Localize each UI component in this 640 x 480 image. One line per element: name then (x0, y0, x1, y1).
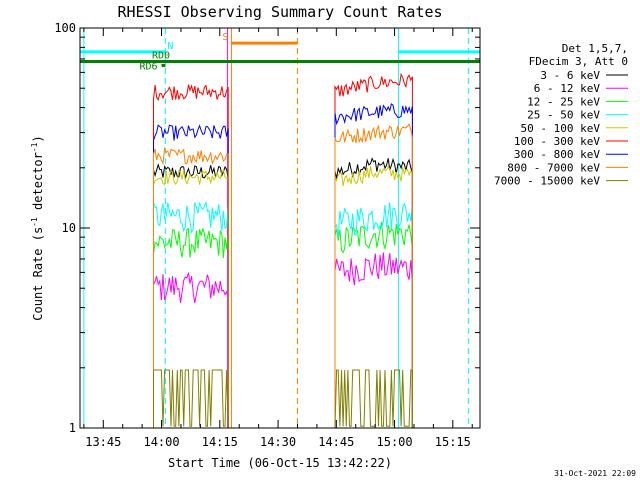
x-tick-label-2: 14:15 (202, 435, 238, 449)
series-segment-1 (153, 272, 229, 428)
x-axis-label: Start Time (06-Oct-15 13:42:22) (168, 456, 392, 470)
x-tick-label-1: 14:00 (143, 435, 179, 449)
series-segment-1 (153, 200, 229, 428)
y-label-sup-2: -1 (30, 142, 39, 152)
series-segment-1 (153, 369, 229, 428)
series-segment-2 (334, 202, 413, 428)
legend-label-7: 800 - 7000 keV (507, 161, 600, 174)
flag-label-rd0: RD0 (152, 50, 170, 61)
x-tick-label-0: 13:45 (85, 435, 121, 449)
legend-label-8: 7000 - 15000 keV (494, 175, 600, 188)
legend-label-6: 300 - 800 keV (514, 148, 600, 161)
flag-label-rd6: RD6 (139, 61, 157, 72)
series-segment-1 (153, 146, 229, 428)
series-segment-2 (334, 103, 413, 428)
y-axis-ticks: 1 10 100 (54, 21, 480, 435)
series-7000-15000keV (153, 369, 413, 428)
legend-label-0: 3 - 6 keV (540, 69, 600, 82)
series-6-12keV (153, 252, 413, 428)
series-segment-1 (153, 227, 229, 428)
flag-label-n: N (167, 41, 173, 52)
series-segment-2 (334, 72, 413, 428)
series-segment-2 (334, 165, 413, 428)
series-segment-2 (334, 122, 413, 428)
y-label-sup-1: -1 (30, 217, 39, 227)
legend-label-5: 100 - 300 keV (514, 135, 600, 148)
series-300-800keV (153, 103, 413, 428)
legend-header-line-1: Det 1,5,7, (562, 42, 628, 55)
chart-title: RHESSI Observing Summary Count Rates (117, 3, 442, 21)
series-12-25keV (153, 221, 413, 428)
series-segment-2 (334, 221, 413, 428)
x-tick-label-3: 14:30 (260, 435, 296, 449)
series-segment-2 (334, 157, 413, 428)
flag-label-s: S (222, 32, 228, 43)
series-layer (153, 72, 413, 428)
legend-header-line-2: FDecim 3, Att 0 (529, 55, 628, 68)
y-axis-label: Count Rate (s-1 detector-1) (30, 135, 45, 320)
series-50-100keV (153, 165, 413, 428)
x-tick-label-5: 15:00 (377, 435, 413, 449)
y-label-mid: detector (31, 152, 45, 217)
legend-label-1: 6 - 12 keV (534, 82, 601, 95)
series-segment-1 (153, 84, 229, 428)
series-25-50keV (153, 200, 413, 428)
timestamp: 31-Oct-2021 22:09 (554, 469, 636, 478)
series-100-300keV (153, 72, 413, 428)
series-segment-1 (153, 124, 229, 428)
legend-label-3: 25 - 50 keV (527, 109, 600, 122)
y-tick-label-2: 100 (54, 21, 76, 35)
series-segment-2 (334, 252, 413, 428)
y-label-main: Count Rate (s (31, 227, 45, 321)
series-800-7000keV (153, 122, 413, 428)
legend-label-4: 50 - 100 keV (521, 122, 601, 135)
legend-label-2: 12 - 25 keV (527, 95, 600, 108)
y-tick-label-1: 10 (62, 221, 76, 235)
x-tick-label-4: 14:45 (318, 435, 354, 449)
y-tick-label-0: 1 (69, 421, 76, 435)
x-axis-ticks: 13:45 14:00 14:15 14:30 14:45 15:00 15:15 (83, 28, 473, 449)
x-tick-label-6: 15:15 (435, 435, 471, 449)
plot-frame (79, 27, 481, 429)
y-label-end: ) (31, 135, 45, 142)
series-segment-1 (153, 168, 229, 428)
series-segment-2 (334, 369, 413, 428)
event-markers (83, 28, 469, 428)
